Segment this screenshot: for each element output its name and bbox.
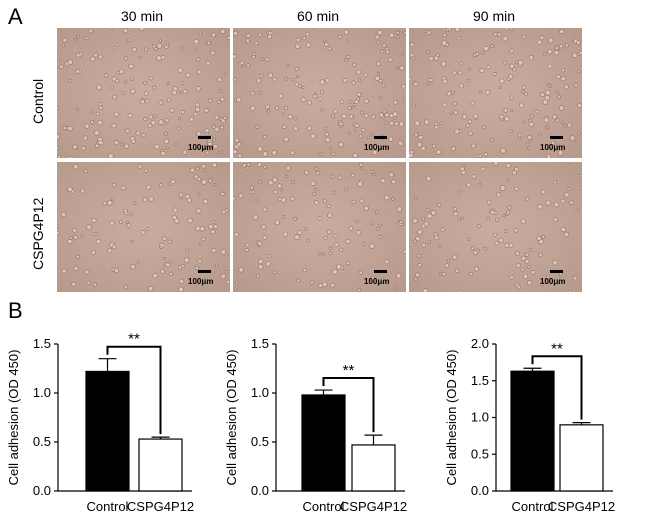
y-tick-label: 1.0	[33, 385, 51, 400]
scale-bar	[198, 136, 211, 139]
y-tick-label: 2.0	[471, 336, 489, 351]
scale-bar-label: 100μm	[540, 277, 566, 286]
y-tick-label: 1.5	[251, 336, 269, 351]
bar-cspg4p12	[138, 438, 183, 492]
y-tick-label: 1.0	[471, 410, 489, 425]
y-axis-label: Cell adhesion (OD 450)	[6, 350, 21, 486]
x-category-label: CSPG4P12	[340, 499, 407, 514]
y-tick-label: 0.0	[33, 483, 51, 498]
x-category-label: Control	[512, 499, 554, 514]
x-category-label: Control	[87, 499, 129, 514]
x-category-label: CSPG4P12	[127, 499, 194, 514]
significance-label: **	[551, 340, 563, 357]
column-header-30min: 30 min	[120, 8, 164, 24]
bar-control	[301, 394, 346, 492]
scale-bar	[374, 136, 387, 139]
scale-bar	[550, 270, 563, 273]
bar-control	[510, 370, 555, 492]
micrograph-cspg4p12-60min: 100μm	[233, 162, 406, 292]
bar-control	[85, 370, 130, 492]
micrograph-cspg4p12-90min: 100μm	[409, 162, 582, 292]
y-tick-label: 1.5	[471, 373, 489, 388]
scale-bar	[374, 270, 387, 273]
scale-bar-label: 100μm	[188, 277, 214, 286]
micrograph-control-30min: 100μm	[57, 28, 230, 158]
y-tick-label: 1.0	[251, 385, 269, 400]
bar-cspg4p12	[351, 444, 396, 492]
x-category-label: CSPG4P12	[548, 499, 615, 514]
column-header-60min: 60 min	[296, 8, 340, 24]
micrograph-cspg4p12-30min: 100μm	[57, 162, 230, 292]
significance-bracket	[322, 377, 375, 433]
y-tick-label: 0.0	[251, 483, 269, 498]
scale-bar-label: 100μm	[364, 277, 390, 286]
scale-bar	[550, 136, 563, 139]
significance-bracket	[106, 345, 162, 435]
y-tick-label: 0.0	[471, 483, 489, 498]
x-category-label: Control	[303, 499, 345, 514]
y-tick-label: 1.5	[33, 336, 51, 351]
y-tick-label: 0.5	[471, 446, 489, 461]
micrograph-control-60min: 100μm	[233, 28, 406, 158]
bar-cspg4p12	[559, 424, 604, 492]
micrograph-control-90min: 100μm	[409, 28, 582, 158]
panel-a-letter: A	[8, 4, 23, 29]
y-tick-label: 0.5	[33, 434, 51, 449]
panel-b-letter: B	[8, 298, 23, 323]
column-header-90min: 90 min	[472, 8, 516, 24]
y-axis-label: Cell adhesion (OD 450)	[444, 350, 459, 486]
significance-label: **	[343, 362, 355, 379]
y-axis-label: Cell adhesion (OD 450)	[224, 350, 239, 486]
scale-bar	[198, 270, 211, 273]
y-tick-label: 0.5	[251, 434, 269, 449]
significance-label: **	[128, 331, 140, 348]
significance-bracket	[531, 355, 583, 420]
scale-bar-label: 100μm	[188, 143, 214, 152]
scale-bar-label: 100μm	[540, 143, 566, 152]
scale-bar-label: 100μm	[364, 143, 390, 152]
